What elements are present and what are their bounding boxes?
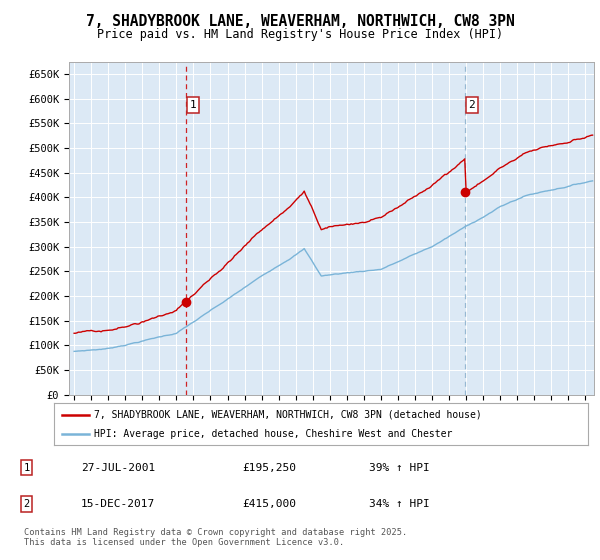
Text: 2: 2 [23,499,29,509]
Text: 2: 2 [469,100,475,110]
Text: 34% ↑ HPI: 34% ↑ HPI [369,499,430,509]
Text: Contains HM Land Registry data © Crown copyright and database right 2025.
This d: Contains HM Land Registry data © Crown c… [24,528,407,547]
Text: 27-JUL-2001: 27-JUL-2001 [81,463,155,473]
Text: 7, SHADYBROOK LANE, WEAVERHAM, NORTHWICH, CW8 3PN: 7, SHADYBROOK LANE, WEAVERHAM, NORTHWICH… [86,14,514,29]
Text: HPI: Average price, detached house, Cheshire West and Chester: HPI: Average price, detached house, Ches… [94,429,452,439]
Text: 39% ↑ HPI: 39% ↑ HPI [369,463,430,473]
Text: 7, SHADYBROOK LANE, WEAVERHAM, NORTHWICH, CW8 3PN (detached house): 7, SHADYBROOK LANE, WEAVERHAM, NORTHWICH… [94,409,482,419]
Text: 1: 1 [23,463,29,473]
Text: Price paid vs. HM Land Registry's House Price Index (HPI): Price paid vs. HM Land Registry's House … [97,28,503,41]
Text: £195,250: £195,250 [242,463,296,473]
Text: £415,000: £415,000 [242,499,296,509]
Text: 15-DEC-2017: 15-DEC-2017 [81,499,155,509]
Text: 1: 1 [190,100,196,110]
